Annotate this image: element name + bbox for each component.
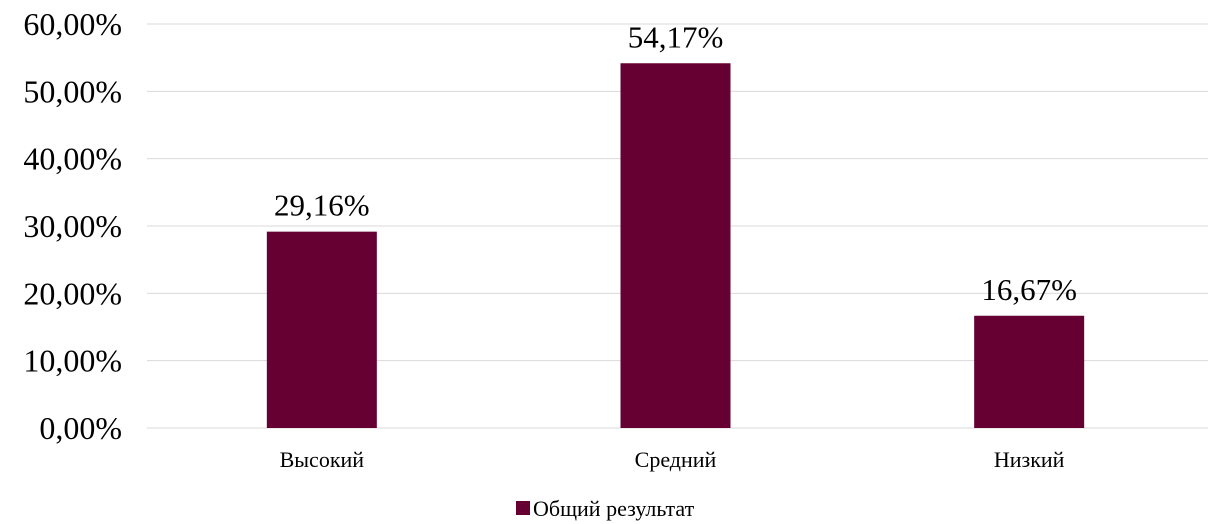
data-labels: 29,16% 54,17% 16,67% [274,19,1077,307]
bars [266,63,1085,428]
x-category-label: Средний [635,447,717,472]
y-tick-label: 50,00% [23,73,122,109]
y-tick-label: 10,00% [23,343,122,379]
y-tick-label: 20,00% [23,275,122,311]
bar [974,315,1085,428]
y-tick-label: 60,00% [23,6,122,42]
bar [266,231,377,428]
legend-label: Общий результат [533,496,695,521]
legend: Общий результат [516,496,695,521]
y-tick-label: 30,00% [23,208,122,244]
bar [620,63,731,428]
legend-swatch [516,501,530,515]
bar-data-label: 54,17% [628,19,724,54]
y-axis-tick-labels: 0,00% 10,00% 20,00% 30,00% 40,00% 50,00% 60,00… [23,6,122,446]
bar-data-label: 16,67% [981,272,1077,307]
y-tick-label: 40,00% [23,141,122,177]
bar-data-label: 29,16% [274,188,370,223]
x-axis-category-labels: Высокий Средний Низкий [280,447,1065,472]
x-category-label: Высокий [280,447,365,472]
x-category-label: Низкий [994,447,1065,472]
y-tick-label: 0,00% [39,410,122,446]
